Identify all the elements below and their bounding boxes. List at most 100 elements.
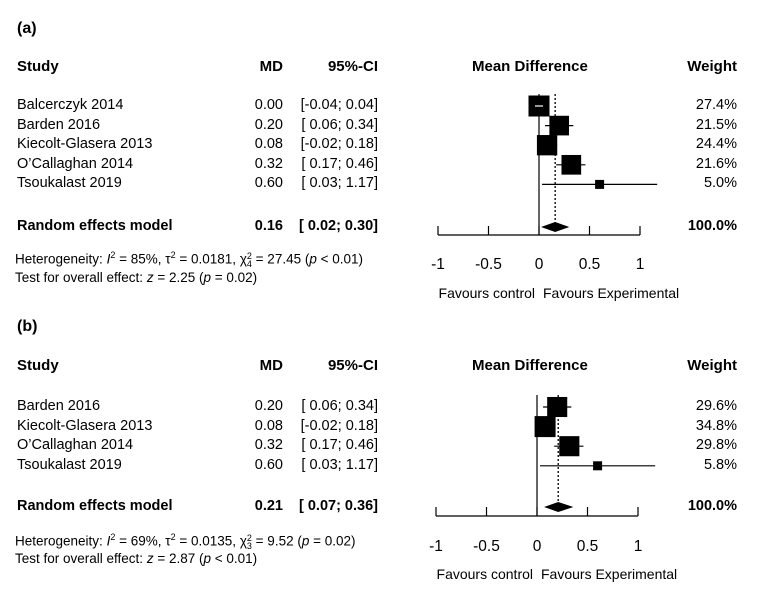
i2-value: = 69%,	[115, 533, 166, 549]
header-study: Study	[17, 58, 59, 75]
chi-df: 4	[246, 258, 252, 269]
study-weight: 29.8%	[695, 437, 737, 454]
study-ci: [ 0.17; 0.46]	[301, 155, 378, 172]
study-point-square	[536, 135, 558, 156]
study-md: 0.08	[254, 417, 283, 434]
z-symbol: z	[146, 551, 154, 566]
study-weight: 29.6%	[695, 398, 737, 414]
tau-symbol: τ	[165, 251, 171, 267]
study-name: O’Callaghan 2014	[17, 437, 134, 454]
x-label-favours-experimental: Favours Experimental	[541, 566, 678, 582]
header-mean-difference: Mean Difference	[472, 357, 588, 374]
study-ci: [ 0.03; 1.17]	[301, 456, 378, 473]
x-label-favours-experimental: Favours Experimental	[543, 285, 680, 301]
study-md: 0.60	[254, 175, 283, 192]
header-weight: Weight	[687, 357, 737, 374]
study-md: 0.20	[254, 116, 283, 133]
study-md: 0.32	[254, 155, 283, 172]
overall-effect-test: Test for overall effect: z = 2.25 (p = 0…	[15, 270, 257, 285]
pooled-diamond	[544, 502, 574, 512]
chi-df: 3	[246, 540, 252, 551]
tau-value: = 0.0181,	[175, 251, 240, 267]
study-md: 0.08	[254, 136, 283, 153]
header-mean-difference: Mean Difference	[472, 58, 588, 75]
pooled-ci: [ 0.02; 0.30]	[299, 218, 378, 234]
x-label-favours-control: Favours control	[436, 566, 533, 582]
panel-label: (a)	[17, 20, 37, 37]
study-ci: [-0.02; 0.18]	[300, 417, 378, 434]
x-tick-label: -1	[429, 538, 443, 555]
study-point-square	[549, 115, 570, 136]
superscript-2: 2	[170, 532, 176, 542]
pooled-weight: 100.0%	[687, 498, 737, 514]
header-ci: 95%-CI	[327, 357, 378, 374]
study-md: 0.00	[254, 97, 283, 113]
tau-symbol: τ	[165, 533, 171, 549]
pooled-weight: 100.0%	[687, 218, 737, 234]
study-name: Barden 2016	[17, 398, 101, 414]
pooled-md: 0.21	[254, 498, 283, 514]
study-weight: 34.8%	[695, 417, 737, 434]
study-md: 0.20	[254, 398, 283, 414]
study-name: O’Callaghan 2014	[17, 155, 134, 172]
x-tick-label: 0.5	[576, 538, 599, 555]
superscript-2: 2	[110, 250, 116, 260]
tau-value: = 0.0135,	[175, 533, 240, 549]
x-tick-label: 0.5	[578, 256, 601, 273]
p-symbol: p	[301, 533, 310, 549]
study-name: Tsoukalast 2019	[17, 456, 122, 473]
study-point-square	[547, 396, 568, 418]
study-name: Kiecolt-Glasera 2013	[17, 136, 153, 153]
study-point-square	[561, 154, 582, 175]
overall-effect-test: Test for overall effect: z = 2.87 (p < 0…	[15, 551, 257, 566]
study-weight: 5.8%	[703, 456, 737, 473]
pooled-name: Random effects model	[17, 218, 173, 234]
z-value: = 2.87 (	[153, 551, 204, 566]
i2-symbol: I	[106, 533, 111, 549]
p-value: < 0.01)	[211, 551, 258, 566]
pooled-md: 0.16	[254, 218, 283, 234]
study-md: 0.32	[254, 437, 283, 454]
p-value: = 0.02)	[211, 270, 258, 285]
z-symbol: z	[146, 270, 154, 285]
study-weight: 27.4%	[695, 97, 737, 113]
x-tick-label: -1	[431, 256, 445, 273]
p-symbol: p	[203, 270, 211, 285]
study-name: Kiecolt-Glasera 2013	[17, 417, 153, 434]
p-symbol: p	[309, 251, 317, 267]
x-tick-label: -0.5	[475, 256, 502, 273]
study-name: Tsoukalast 2019	[17, 175, 122, 192]
header-ci: 95%-CI	[327, 58, 378, 75]
x-tick-label: 0	[532, 538, 542, 555]
study-ci: [ 0.06; 0.34]	[301, 398, 378, 414]
panel-label: (b)	[17, 318, 38, 335]
heterogeneity-prefix: Heterogeneity:	[15, 533, 107, 549]
chi-value: = 27.45 (	[251, 251, 310, 267]
overall-prefix: Test for overall effect:	[15, 270, 147, 285]
header-md: MD	[259, 357, 283, 374]
overall-prefix: Test for overall effect:	[15, 551, 147, 566]
header-md: MD	[259, 58, 283, 75]
z-value: = 2.25 (	[153, 270, 204, 285]
x-tick-label: 1	[635, 256, 645, 273]
x-tick-label: 1	[633, 538, 643, 555]
study-ci: [ 0.03; 1.17]	[301, 175, 378, 192]
superscript-2: 2	[170, 250, 176, 260]
p-symbol: p	[203, 551, 211, 566]
superscript-2: 2	[246, 532, 252, 543]
study-md: 0.60	[254, 456, 283, 473]
x-tick-label: -0.5	[473, 538, 500, 555]
study-point-square	[595, 179, 605, 189]
i2-value: = 85%,	[115, 251, 166, 267]
study-point-square	[559, 436, 580, 457]
study-ci: [-0.02; 0.18]	[300, 136, 378, 153]
p-value: = 0.02)	[309, 533, 356, 549]
study-weight: 5.0%	[703, 175, 737, 192]
pooled-ci: [ 0.07; 0.36]	[299, 498, 378, 514]
study-weight: 21.6%	[695, 155, 737, 172]
pooled-diamond	[541, 222, 570, 232]
